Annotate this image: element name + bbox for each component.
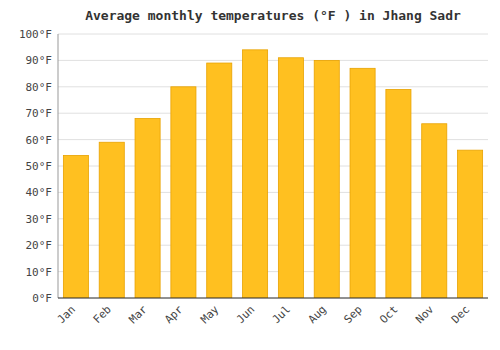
- grid-line: [58, 34, 488, 35]
- y-tick-label: 40°F: [26, 186, 53, 199]
- x-tick-label: Apr: [162, 303, 186, 327]
- bar: [458, 150, 483, 298]
- x-tick-label: May: [198, 303, 222, 327]
- bar: [278, 58, 303, 298]
- x-tick-label: Aug: [306, 303, 329, 326]
- x-tick-label: Nov: [413, 303, 437, 327]
- x-tick-label: Jun: [234, 303, 257, 326]
- y-tick-label: 90°F: [26, 54, 53, 67]
- chart: Average monthly temperatures (°F ) in Jh…: [0, 0, 500, 350]
- y-tick-label: 70°F: [26, 107, 53, 120]
- x-tick-label: Jul: [270, 303, 293, 326]
- bar: [314, 60, 339, 298]
- bar: [243, 50, 268, 298]
- x-tick-label: Jan: [55, 303, 78, 326]
- bar: [422, 124, 447, 298]
- bar: [99, 142, 124, 298]
- y-tick-label: 20°F: [26, 239, 53, 252]
- x-tick-label: Mar: [126, 303, 150, 327]
- x-axis-line: [58, 297, 488, 298]
- grid-line: [58, 298, 488, 299]
- title: Average monthly temperatures (°F ) in Jh…: [85, 8, 461, 23]
- x-tick-label: Oct: [377, 303, 400, 326]
- bars: [63, 50, 482, 298]
- y-tick-label: 60°F: [26, 134, 53, 147]
- grid-line: [58, 86, 488, 87]
- y-axis-line: [58, 34, 59, 298]
- grid-line: [58, 60, 488, 61]
- bar: [63, 155, 88, 298]
- x-tick-label: Dec: [449, 303, 472, 326]
- y-tick-label: 10°F: [26, 266, 53, 279]
- y-tick-label: 80°F: [26, 81, 53, 94]
- grid: [58, 34, 488, 298]
- bar: [386, 89, 411, 298]
- bar: [171, 87, 196, 298]
- bar: [135, 118, 160, 298]
- x-tick-label: Sep: [341, 303, 364, 326]
- x-tick-label: Feb: [91, 303, 114, 326]
- grid-line: [58, 113, 488, 114]
- y-tick-label: 100°F: [19, 28, 52, 41]
- y-tick-label: 0°F: [32, 292, 52, 305]
- background: [0, 0, 500, 350]
- bar: [350, 68, 375, 298]
- bar: [207, 63, 232, 298]
- y-tick-label: 50°F: [26, 160, 53, 173]
- y-tick-label: 30°F: [26, 213, 53, 226]
